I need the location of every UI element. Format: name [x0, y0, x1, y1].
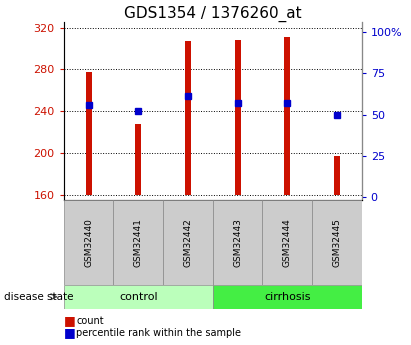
Text: ■: ■: [64, 314, 76, 327]
Text: disease state: disease state: [4, 292, 74, 302]
Bar: [235, 40, 240, 195]
Bar: [113, 200, 163, 285]
Bar: [85, 71, 92, 195]
Bar: [64, 285, 213, 309]
Bar: [185, 41, 191, 195]
Text: GSM32444: GSM32444: [283, 218, 292, 267]
Text: GSM32443: GSM32443: [233, 218, 242, 267]
Bar: [135, 124, 141, 195]
Text: percentile rank within the sample: percentile rank within the sample: [76, 328, 241, 338]
Bar: [312, 200, 362, 285]
Text: cirrhosis: cirrhosis: [264, 292, 310, 302]
Text: count: count: [76, 316, 104, 326]
Text: control: control: [119, 292, 157, 302]
Text: GSM32445: GSM32445: [332, 218, 342, 267]
Title: GDS1354 / 1376260_at: GDS1354 / 1376260_at: [124, 6, 302, 22]
Bar: [64, 200, 113, 285]
Text: GSM32440: GSM32440: [84, 218, 93, 267]
Bar: [334, 156, 340, 195]
Text: GSM32442: GSM32442: [183, 218, 192, 267]
Bar: [213, 285, 362, 309]
Text: ■: ■: [64, 326, 76, 339]
Bar: [262, 200, 312, 285]
Bar: [163, 200, 213, 285]
Bar: [213, 200, 262, 285]
Bar: [284, 37, 290, 195]
Text: GSM32441: GSM32441: [134, 218, 143, 267]
